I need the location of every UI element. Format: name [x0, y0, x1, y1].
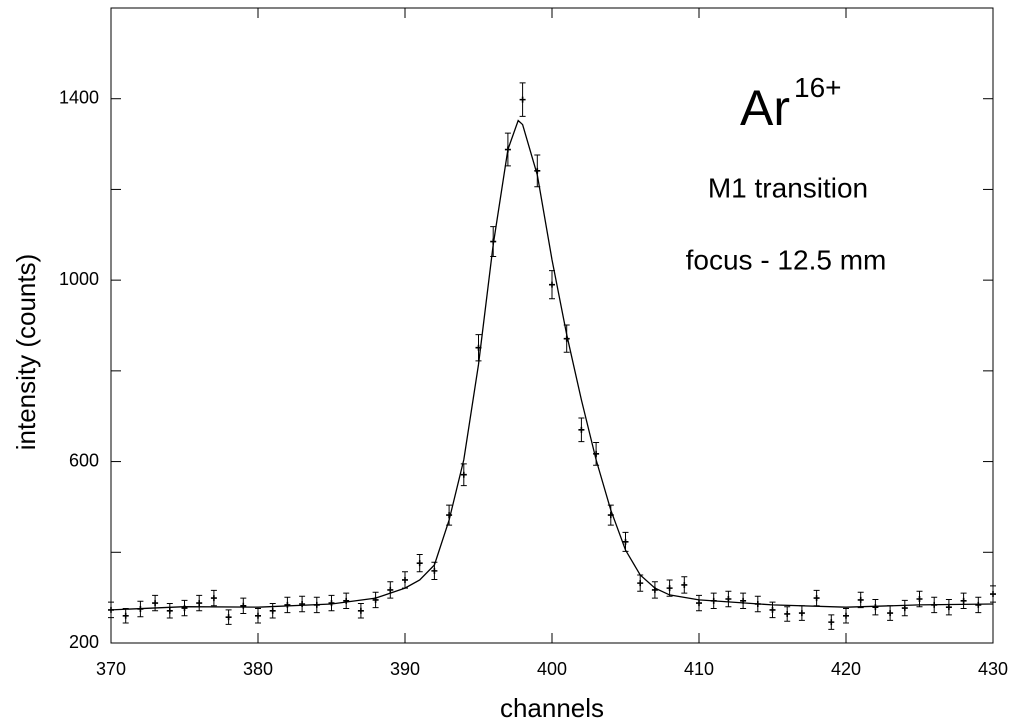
y-tick-label: 200	[69, 632, 99, 652]
data-point	[475, 344, 482, 351]
y-tick-label: 1000	[59, 269, 99, 289]
data-point	[725, 596, 732, 603]
data-point	[240, 602, 247, 609]
data-point	[637, 580, 644, 587]
data-point	[563, 335, 570, 342]
x-tick-label: 380	[243, 659, 273, 679]
data-point	[210, 595, 217, 602]
data-point	[622, 538, 629, 545]
data-point	[166, 607, 173, 614]
data-point	[696, 600, 702, 607]
data-point	[754, 600, 761, 607]
data-point	[504, 146, 511, 153]
data-point	[710, 597, 717, 604]
data-point	[916, 596, 923, 603]
data-point	[431, 567, 438, 574]
data-point	[931, 601, 938, 608]
data-point	[593, 450, 600, 457]
data-point	[887, 610, 894, 617]
data-point	[269, 607, 276, 614]
data-point	[901, 605, 908, 612]
data-point	[416, 560, 423, 567]
annotation: M1 transition	[708, 172, 868, 203]
data-point	[945, 604, 952, 611]
data-point	[255, 612, 261, 619]
data-point	[490, 238, 497, 245]
data-point	[681, 581, 688, 588]
data-point	[857, 596, 864, 603]
data-point	[181, 605, 188, 612]
x-axis-label: channels	[500, 693, 604, 723]
plot-frame	[110, 7, 994, 644]
data-point	[402, 576, 408, 583]
data-point	[990, 591, 996, 598]
data-point	[328, 600, 335, 607]
data-point	[960, 597, 967, 604]
data-point	[666, 585, 673, 592]
data-point	[225, 614, 232, 621]
data-point	[122, 612, 129, 619]
data-point	[651, 586, 658, 593]
y-tick-label: 600	[69, 450, 99, 470]
data-point	[343, 597, 350, 604]
data-point	[196, 600, 203, 607]
data-point	[843, 612, 849, 619]
x-tick-label: 410	[684, 659, 714, 679]
data-point	[137, 605, 144, 612]
data-point	[784, 610, 791, 617]
data-point	[460, 471, 467, 478]
data-point	[387, 586, 394, 593]
data-point	[372, 596, 379, 603]
ion-text: Ar	[740, 80, 790, 136]
data-point	[578, 426, 585, 433]
data-point	[108, 606, 114, 613]
ion-label: Ar 16+	[740, 72, 842, 136]
x-tick-label: 370	[96, 659, 126, 679]
data-point	[519, 96, 526, 103]
data-point	[798, 610, 805, 617]
data-point	[975, 601, 982, 608]
data-point	[813, 595, 820, 602]
data-point	[769, 606, 776, 613]
data-point	[872, 604, 879, 611]
x-tick-label: 430	[978, 659, 1008, 679]
data-point	[313, 601, 320, 608]
y-axis-label: intensity (counts)	[11, 254, 41, 451]
y-tick-label: 1400	[59, 87, 99, 107]
data-point	[357, 607, 364, 614]
data-point	[284, 601, 291, 608]
ion-charge: 16+	[794, 72, 842, 103]
data-point	[607, 512, 614, 519]
fit-curve	[110, 119, 994, 611]
x-tick-label: 400	[537, 659, 567, 679]
x-tick-label: 420	[831, 659, 861, 679]
data-point	[549, 281, 555, 288]
data-point	[299, 600, 306, 607]
data-point	[152, 600, 159, 607]
data-point	[446, 512, 453, 519]
data-point	[534, 167, 541, 174]
data-point	[828, 619, 835, 626]
x-tick-label: 390	[390, 659, 420, 679]
data-point	[740, 597, 747, 604]
annotation: focus - 12.5 mm	[686, 244, 887, 275]
